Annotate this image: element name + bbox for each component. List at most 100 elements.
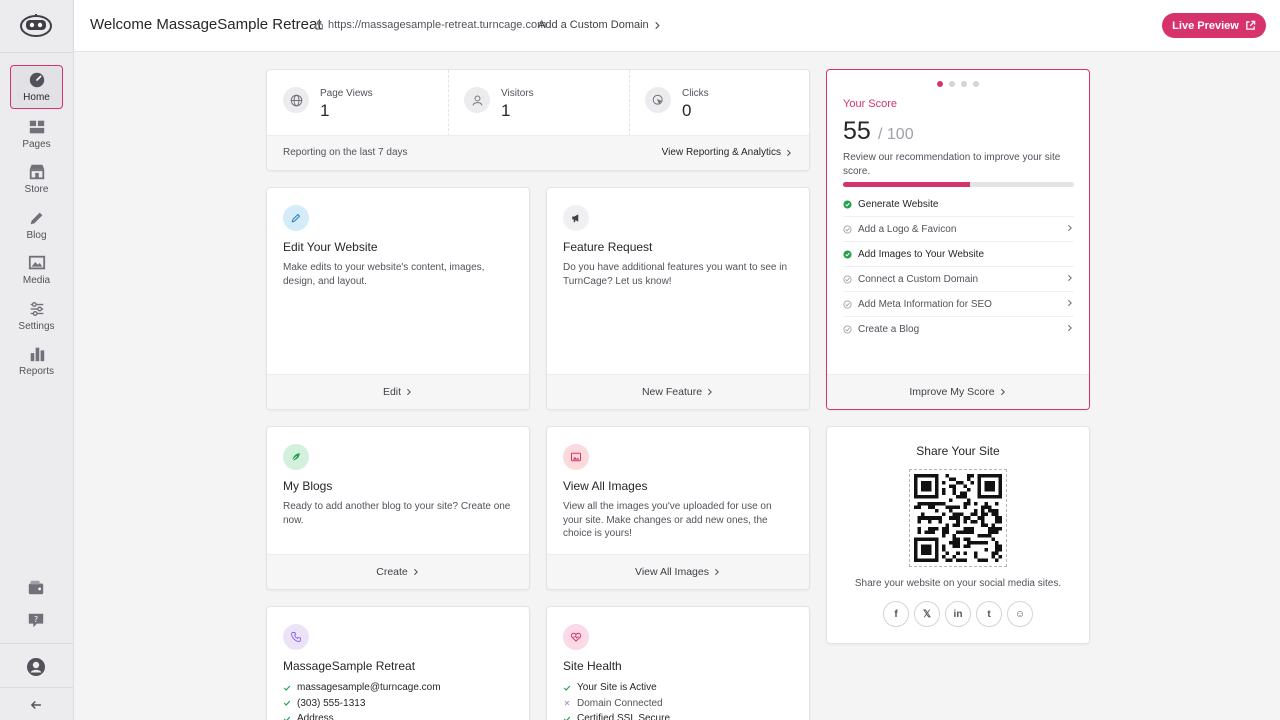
edit-website-card: Edit Your Website Make edits to your web… — [266, 187, 530, 410]
chevron-right-icon — [654, 21, 660, 29]
list-item-label: Your Site is Active — [577, 682, 657, 694]
stat-value: 1 — [320, 101, 330, 120]
user-icon — [464, 87, 490, 113]
checklist-label: Add Meta Information for SEO — [858, 298, 992, 310]
checklist-item[interactable]: Add a Logo & Favicon — [843, 217, 1074, 242]
my-blogs-card: My Blogs Ready to add another blog to yo… — [266, 426, 530, 590]
globe-icon — [283, 87, 309, 113]
checklist-label: Create a Blog — [858, 324, 920, 335]
help-icon[interactable]: ? — [26, 610, 46, 630]
share-title: Share Your Site — [916, 444, 1000, 458]
carousel-dot[interactable] — [937, 81, 943, 87]
sidebar-item-label: Store — [24, 184, 49, 195]
check-circle-icon — [843, 249, 852, 259]
reddit-icon[interactable]: ☺ — [1007, 601, 1033, 627]
list-item: Certified SSL Secure — [563, 711, 670, 720]
lock-icon — [315, 20, 323, 30]
svg-text:?: ? — [34, 614, 38, 624]
live-preview-button[interactable]: Live Preview — [1162, 13, 1266, 38]
checklist-item[interactable]: Add Meta Information for SEO — [843, 292, 1074, 317]
pencil-icon — [283, 205, 309, 231]
wallet-icon[interactable] — [26, 578, 46, 598]
checklist-item: Add Images to Your Website — [843, 242, 1074, 267]
external-link-icon — [1246, 20, 1256, 30]
checklist-item: Generate Website — [843, 192, 1074, 217]
check-circle-outline-icon — [843, 274, 852, 284]
checklist-label: Add a Logo & Favicon — [858, 223, 957, 235]
stat-label: Page Views — [320, 88, 373, 99]
site-health-card: Site Health Your Site is Active Domain Co… — [546, 606, 810, 720]
check-icon — [563, 716, 571, 720]
score-label: Your Score — [843, 98, 898, 110]
checklist-item[interactable]: Connect a Custom Domain — [843, 267, 1074, 292]
card-title: Feature Request — [563, 240, 653, 254]
carousel-dot[interactable] — [961, 81, 967, 87]
tumblr-icon[interactable]: t — [976, 601, 1002, 627]
score-checklist: Generate Website Add a Logo & Favicon Add … — [843, 192, 1074, 342]
sidebar-item-store[interactable]: Store — [10, 157, 63, 201]
card-title: View All Images — [563, 479, 648, 493]
score-description: Review our recommendation to improve you… — [843, 152, 1061, 177]
stats-footer: Reporting on the last 7 days View Report… — [267, 135, 809, 170]
card-action-label: Create — [376, 566, 408, 578]
sidebar-item-blog[interactable]: Blog — [10, 203, 63, 247]
improve-score-button[interactable]: Improve My Score — [827, 374, 1089, 409]
card-action-label: View All Images — [635, 566, 709, 578]
check-circle-icon — [843, 199, 852, 209]
custom-domain-label: Add a Custom Domain — [538, 19, 649, 31]
card-description: Do you have additional features you want… — [563, 262, 788, 287]
linkedin-icon[interactable]: in — [945, 601, 971, 627]
sidebar-divider — [0, 643, 74, 644]
bar-chart-icon — [30, 347, 44, 362]
card-title: My Blogs — [283, 479, 333, 493]
collapse-arrow-icon[interactable] — [26, 695, 46, 715]
cursor-click-icon — [645, 87, 671, 113]
view-reporting-link[interactable]: View Reporting & Analytics — [662, 147, 793, 158]
x-icon[interactable]: 𝕏 — [914, 601, 940, 627]
sidebar-item-label: Settings — [18, 321, 55, 332]
view-all-images-button[interactable]: View All Images — [547, 554, 809, 589]
card-action-label: Improve My Score — [909, 386, 995, 398]
pages-icon — [29, 120, 44, 134]
site-url-text: https://massagesample-retreat.turncage.c… — [328, 19, 547, 31]
qr-code[interactable] — [909, 469, 1007, 567]
robot-logo-icon[interactable] — [18, 10, 54, 40]
list-item: massagesample@turncage.com — [283, 680, 441, 696]
image-icon — [28, 255, 45, 270]
score-value: 55 — [843, 117, 871, 145]
store-icon — [29, 164, 44, 180]
x-icon — [564, 700, 570, 706]
checklist-item[interactable]: Create a Blog — [843, 317, 1074, 342]
edit-button[interactable]: Edit — [267, 374, 529, 409]
sidebar-item-settings[interactable]: Settings — [10, 294, 63, 338]
facebook-icon[interactable]: f — [883, 601, 909, 627]
view-images-card: View All Images View all the images you'… — [546, 426, 810, 590]
site-url-link[interactable]: https://massagesample-retreat.turncage.c… — [314, 19, 546, 31]
page-title: Welcome MassageSample Retreat — [90, 16, 322, 33]
business-info-card: MassageSample Retreat massagesample@turn… — [266, 606, 530, 720]
check-icon — [283, 716, 291, 720]
user-account-icon[interactable] — [26, 657, 46, 677]
sidebar-item-pages[interactable]: Pages — [10, 112, 63, 156]
sidebar-item-media[interactable]: Media — [10, 248, 63, 292]
share-site-card: Share Your Site Share your website on yo… — [826, 426, 1090, 644]
create-blog-button[interactable]: Create — [267, 554, 529, 589]
sidebar-item-home[interactable]: Home — [10, 65, 63, 109]
chevron-right-icon — [1068, 324, 1072, 332]
list-item: Your Site is Active — [563, 680, 670, 696]
carousel-dots[interactable] — [827, 81, 1089, 87]
new-feature-button[interactable]: New Feature — [547, 374, 809, 409]
chevron-right-icon — [413, 568, 418, 576]
feature-request-card: Feature Request Do you have additional f… — [546, 187, 810, 410]
carousel-dot[interactable] — [973, 81, 979, 87]
phone-icon — [283, 624, 309, 650]
sidebar-item-reports[interactable]: Reports — [10, 339, 63, 383]
carousel-dot[interactable] — [949, 81, 955, 87]
stat-divider — [448, 70, 449, 136]
add-custom-domain-link[interactable]: Add a Custom Domain — [538, 19, 662, 31]
card-title: Edit Your Website — [283, 240, 378, 254]
share-description: Share your website on your social media … — [854, 578, 1062, 589]
chevron-right-icon — [1068, 274, 1072, 281]
pencil-icon — [30, 212, 42, 225]
megaphone-icon — [563, 205, 589, 231]
